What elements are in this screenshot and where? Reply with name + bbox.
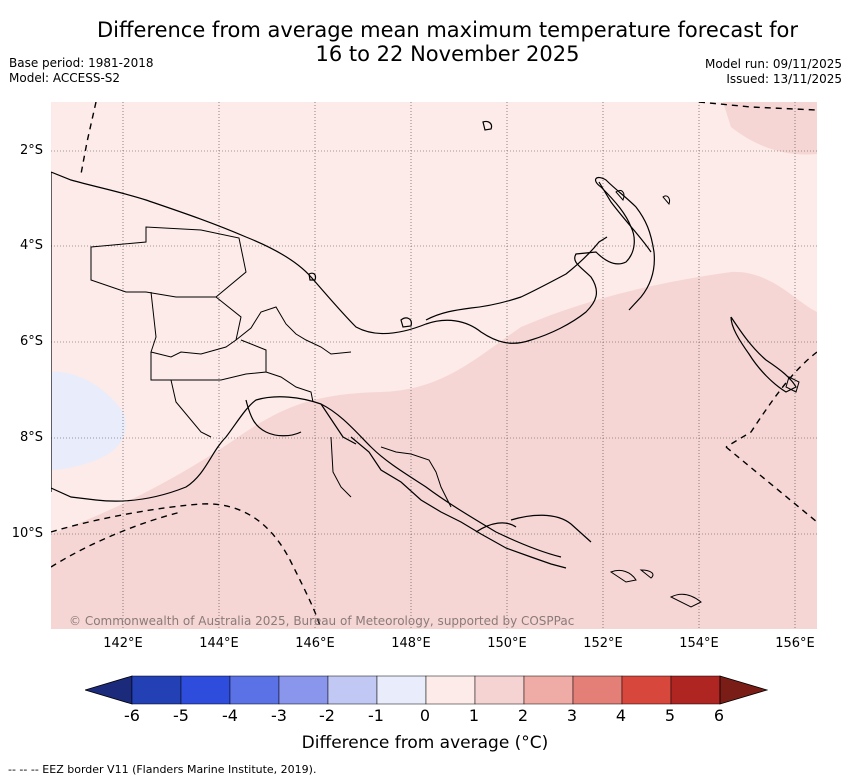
islands <box>609 189 800 608</box>
lon-tick-150e: 150°E <box>487 636 527 651</box>
colorbar-title: Difference from average (°C) <box>301 733 549 753</box>
eez-footnote: -- -- -- EEZ border V11 (Flanders Marine… <box>8 763 317 776</box>
colorbar-segment <box>670 675 721 705</box>
colorbar-label: -3 <box>271 706 287 725</box>
lat-tick-6s: 6°S <box>19 334 43 349</box>
model-run: Model run: 09/11/2025 <box>704 57 842 71</box>
colorbar-segment <box>327 675 378 705</box>
anomaly-band-above-ne <box>723 102 817 155</box>
lat-tick-8s: 8°S <box>19 430 43 445</box>
colorbar-svg <box>83 675 769 705</box>
colorbar-extend-low <box>83 675 133 705</box>
colorbar-label: 4 <box>615 706 627 725</box>
lon-tick-142e: 142°E <box>103 636 143 651</box>
colorbar-label: 2 <box>517 706 529 725</box>
meta-right: Model run: 09/11/2025 Issued: 13/11/2025 <box>705 57 842 87</box>
colorbar-label: 0 <box>419 706 431 725</box>
colorbar-segment <box>131 675 182 705</box>
colorbar-segment <box>229 675 280 705</box>
lon-tick-152e: 152°E <box>583 636 623 651</box>
anomaly-band-above <box>51 271 817 629</box>
colorbar-segment <box>474 675 525 705</box>
province-borders <box>90 226 452 508</box>
colorbar-segment <box>523 675 574 705</box>
colorbar-label: 5 <box>664 706 676 725</box>
base-period: Base period: 1981-2018 <box>9 56 154 70</box>
copyright-notice: © Commonwealth of Australia 2025, Bureau… <box>69 614 575 628</box>
meta-left: Base period: 1981-2018 Model: ACCESS-S2 <box>9 56 154 86</box>
lat-tick-10s: 10°S <box>11 526 43 541</box>
colorbar <box>83 675 769 709</box>
lon-tick-144e: 144°E <box>199 636 239 651</box>
colorbar-segment <box>376 675 427 705</box>
colorbar-label: 1 <box>468 706 480 725</box>
map-panel <box>51 102 817 629</box>
model-name: Model: ACCESS-S2 <box>9 71 121 85</box>
lon-tick-148e: 148°E <box>391 636 431 651</box>
colorbar-segment <box>425 675 476 705</box>
lat-tick-4s: 4°S <box>19 238 43 253</box>
lat-tick-2s: 2°S <box>19 143 43 158</box>
anomaly-band-slightly-below <box>51 371 126 470</box>
lon-tick-154e: 154°E <box>679 636 719 651</box>
colorbar-label: 6 <box>713 706 725 725</box>
lon-tick-146e: 146°E <box>295 636 335 651</box>
title-line-2: 16 to 22 November 2025 <box>315 42 580 66</box>
colorbar-label: -2 <box>319 706 335 725</box>
map-title: Difference from average mean maximum tem… <box>0 18 850 66</box>
colorbar-label: -5 <box>173 706 189 725</box>
issued-date: Issued: 13/11/2025 <box>726 72 842 86</box>
colorbar-label: -4 <box>222 706 238 725</box>
colorbar-segment <box>572 675 623 705</box>
colorbar-extend-high <box>719 675 769 705</box>
title-line-1: Difference from average mean maximum tem… <box>97 18 798 42</box>
colorbar-label: -6 <box>124 706 140 725</box>
eez-borders <box>51 102 817 629</box>
colorbar-segment <box>621 675 672 705</box>
lon-tick-156e: 156°E <box>775 636 815 651</box>
colorbar-segment <box>180 675 231 705</box>
coastlines <box>51 120 797 569</box>
colorbar-label: 3 <box>566 706 578 725</box>
colorbar-segment <box>278 675 329 705</box>
colorbar-label: -1 <box>368 706 384 725</box>
map-svg <box>51 102 817 629</box>
